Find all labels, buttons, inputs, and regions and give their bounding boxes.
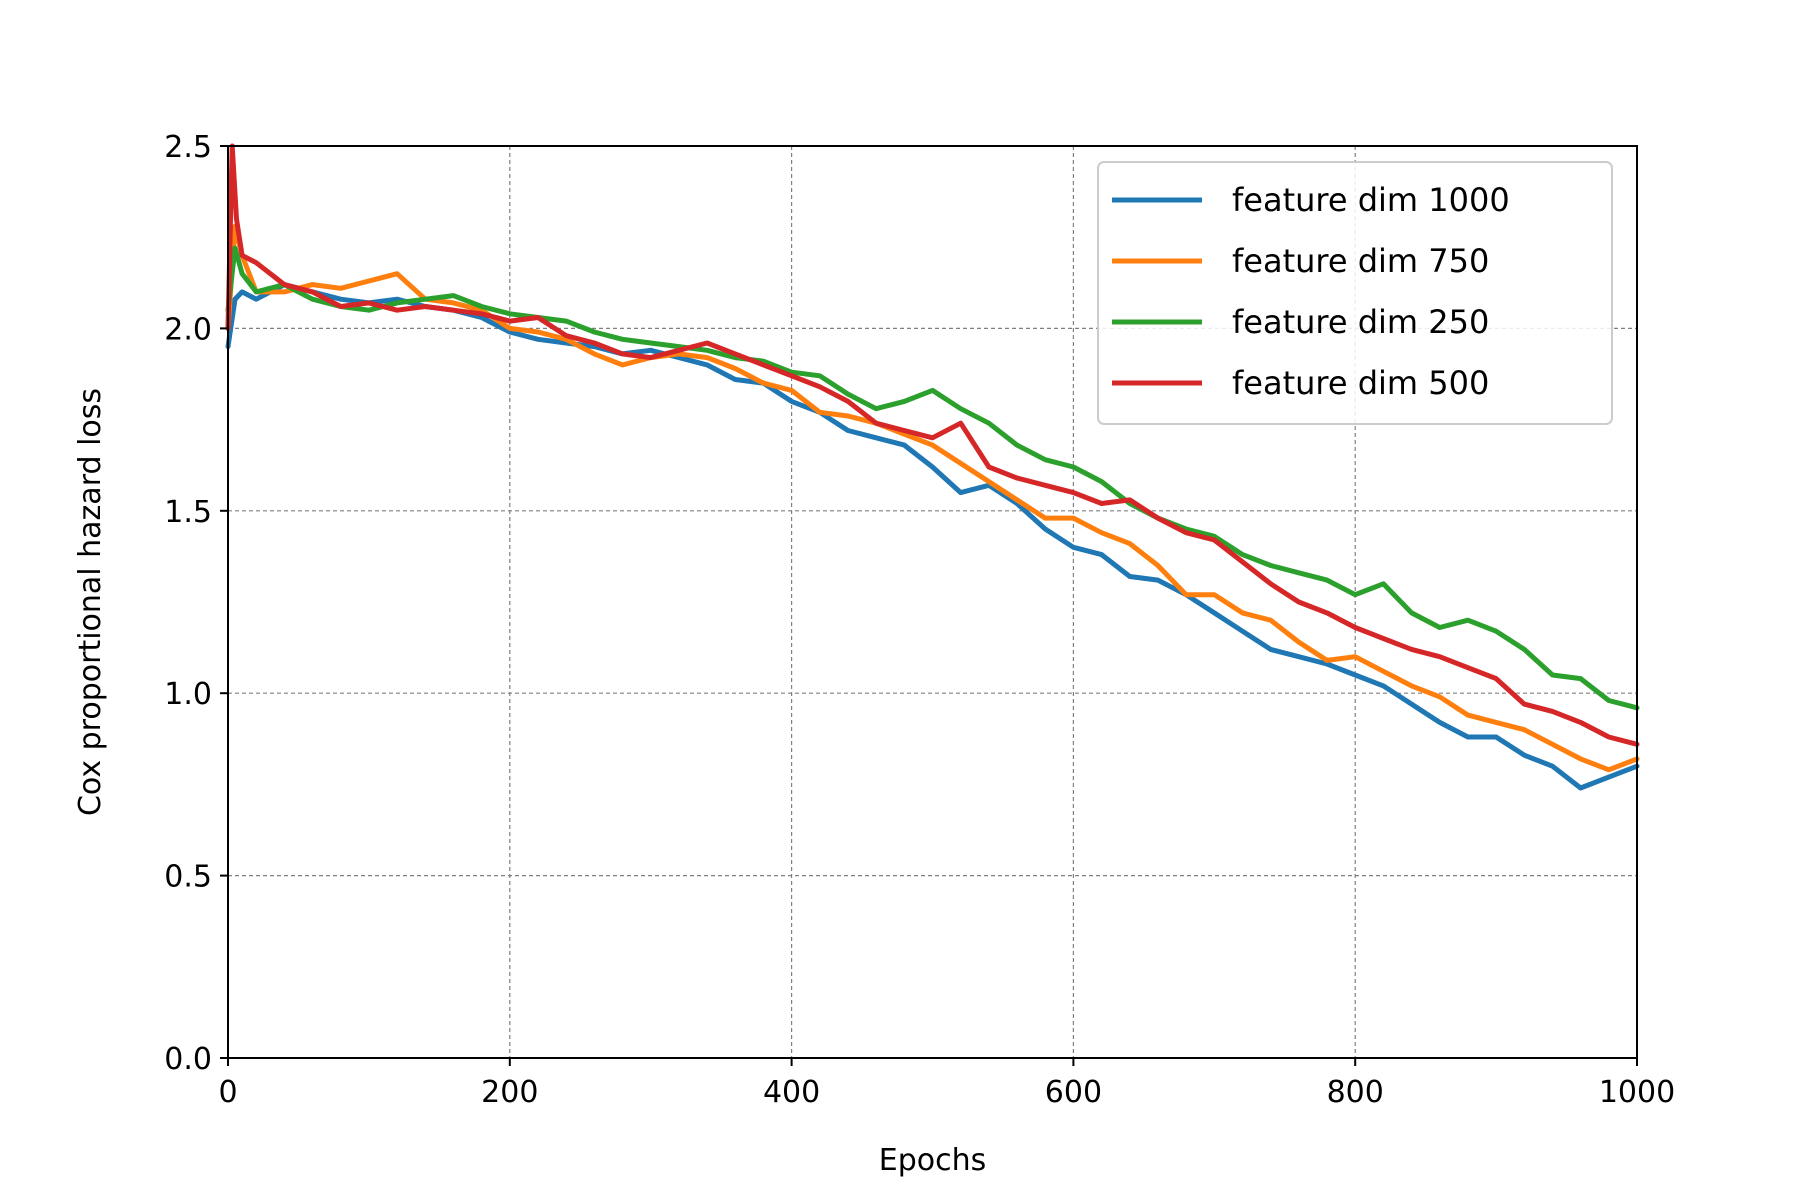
- series-line-feature-dim-750: [225, 223, 1640, 773]
- legend-label: feature dim 750: [1232, 242, 1489, 280]
- x-tick-label: 800: [1327, 1075, 1384, 1110]
- series-line-feature-dim-250: [225, 245, 1640, 711]
- legend-label: feature dim 250: [1232, 303, 1489, 341]
- legend-label: feature dim 500: [1232, 364, 1489, 402]
- legend: feature dim 1000 feature dim 750 feature d…: [1097, 161, 1613, 425]
- y-tick-label: 0.0: [164, 1042, 212, 1077]
- y-tick-label: 2.0: [164, 312, 212, 347]
- x-tick-label: 1000: [1599, 1075, 1675, 1110]
- legend-box: [1097, 161, 1613, 425]
- y-tick-label: 0.5: [164, 860, 212, 895]
- legend-label: feature dim 1000: [1232, 181, 1510, 219]
- y-tick-label: 2.5: [164, 130, 212, 165]
- y-tick-label: 1.5: [164, 495, 212, 530]
- series-line-feature-dim-1000: [225, 282, 1640, 791]
- x-tick-label: 0: [218, 1075, 237, 1110]
- plot-frame: [227, 145, 1638, 1059]
- x-axis-label: Epochs: [879, 1143, 987, 1178]
- y-tick-label: 1.0: [164, 677, 212, 712]
- x-tick-label: 200: [481, 1075, 538, 1110]
- series-line-feature-dim-500: [225, 143, 1640, 747]
- series-lines: [225, 143, 1640, 791]
- axis-ticks: 0 200 400 600 800 1000 0.0 0.5 1.0 1.5 2.0 2.5: [164, 130, 1675, 1110]
- x-tick-label: 600: [1045, 1075, 1102, 1110]
- y-axis-label: Cox proportional hazard loss: [73, 388, 108, 816]
- grid: [228, 146, 1637, 1058]
- x-tick-label: 400: [763, 1075, 820, 1110]
